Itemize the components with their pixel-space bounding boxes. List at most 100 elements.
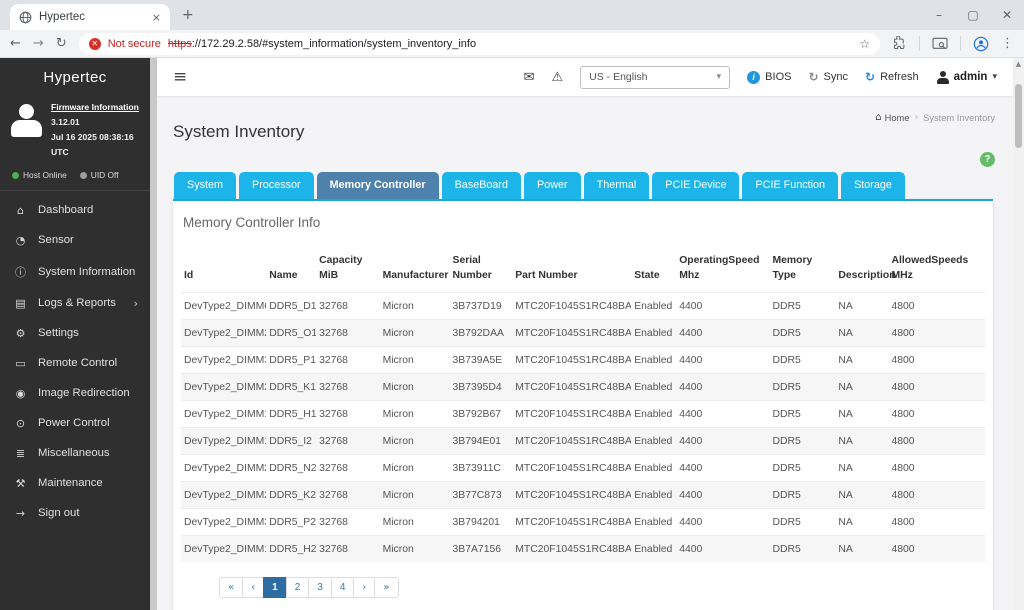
table-row: DevType2_DIMM14 DDR5_H1 32768 Micron 3B7… — [181, 400, 985, 428]
refresh-button[interactable]: ↻ Refresh — [865, 70, 919, 84]
chevron-right-icon: › — [133, 296, 138, 310]
uid-off-status: UID Off — [79, 170, 119, 180]
cell-description: NA — [835, 508, 889, 536]
browser-menu-icon[interactable]: ⋮ — [1001, 36, 1014, 51]
tab-pcie-function[interactable]: PCIE Function — [742, 172, 839, 199]
language-select[interactable]: US - English ▾ — [580, 65, 731, 89]
not-secure-label[interactable]: Not secure — [107, 37, 161, 50]
sidebar-item-settings[interactable]: ⚙ Settings — [0, 318, 150, 348]
sidebar-item-miscellaneous[interactable]: ≣ Miscellaneous — [0, 438, 150, 468]
tab-processor[interactable]: Processor — [239, 172, 314, 199]
url-scheme-strikethrough: https — [167, 37, 192, 50]
breadcrumb-home[interactable]: ⌂ Home — [875, 112, 910, 123]
select-caret-icon: ▾ — [716, 72, 722, 82]
tab-thermal[interactable]: Thermal — [583, 172, 650, 199]
cell-manufacturer: Micron — [379, 346, 450, 374]
cell-memory-type: DDR5 — [769, 346, 836, 374]
pagination-last[interactable]: » — [374, 577, 399, 599]
pagination-page-3[interactable]: 3 — [308, 577, 332, 599]
sidebar-item-sensor[interactable]: ◔ Sensor — [0, 225, 150, 255]
wrench-icon: ⚒ — [15, 476, 26, 490]
extensions-icon[interactable] — [892, 36, 907, 51]
new-tab-button[interactable]: + — [182, 7, 194, 23]
pagination-page-2[interactable]: 2 — [285, 577, 310, 599]
message-icon[interactable]: ✉ — [523, 69, 535, 85]
scrollbar-thumb[interactable] — [1015, 84, 1022, 148]
tab-system[interactable]: System — [174, 172, 236, 199]
toolbar-divider — [919, 36, 920, 51]
tab-close-icon[interactable]: × — [151, 10, 161, 24]
sidebar-item-maintenance[interactable]: ⚒ Maintenance — [0, 468, 150, 498]
sidebar-item-system-information[interactable]: ⓘ System Information — [15, 265, 136, 279]
bios-button[interactable]: i BIOS — [747, 70, 791, 84]
pagination-prev[interactable]: ‹ — [242, 577, 265, 599]
forward-button[interactable]: → — [32, 36, 44, 51]
host-online-status: Host Online — [12, 170, 67, 180]
reload-button[interactable]: ↻ — [55, 36, 67, 51]
tab-baseboard[interactable]: BaseBoard — [441, 172, 522, 199]
profile-icon[interactable] — [973, 36, 989, 52]
home-icon: ⌂ — [17, 203, 24, 217]
maximize-button[interactable]: ▢ — [967, 8, 979, 22]
sidebar-item-power-control[interactable]: ⊙ Power Control — [0, 408, 150, 438]
cell-name: DDR5_O1 — [266, 319, 317, 347]
col-allowed-speeds: AllowedSpeeds MHz — [891, 255, 969, 281]
browser-tab[interactable]: Hypertec × — [10, 4, 170, 30]
cell-operating-speed: 4400 — [676, 346, 770, 374]
cell-operating-speed: 4400 — [676, 373, 770, 401]
table-row: DevType2_DIMM28 DDR5_O1 32768 Micron 3B7… — [181, 319, 985, 347]
url-text[interactable]: https://172.29.2.58/#system_information/… — [168, 38, 852, 50]
back-button[interactable]: ← — [10, 36, 21, 51]
tab-pcie-device[interactable]: PCIE Device — [652, 172, 740, 199]
tab-storage[interactable]: Storage — [841, 172, 905, 199]
user-menu[interactable]: admin ▾ — [936, 70, 997, 84]
cell-part-number: MTC20F1045S1RC48BA22 — [512, 454, 632, 482]
firmware-information-link[interactable]: Firmware Information — [51, 102, 139, 112]
sidebar-item-dashboard[interactable]: ⌂ Dashboard — [0, 195, 150, 225]
cell-name: DDR5_P1 — [266, 346, 317, 374]
pagination: « ‹ 1 2 3 4 › » — [219, 577, 399, 599]
sidebar-item-image-redirection[interactable]: ◉ Image Redirection — [0, 378, 150, 408]
cell-description: NA — [835, 292, 889, 320]
cell-allowed-speeds: 4800 — [888, 535, 985, 563]
breadcrumb-separator: › — [914, 112, 919, 123]
cell-part-number: MTC20F1045S1RC48BA22 — [512, 319, 632, 347]
sidebar-item-remote-control[interactable]: ▭ Remote Control — [0, 348, 150, 378]
close-window-button[interactable]: ✕ — [1001, 8, 1013, 22]
cell-manufacturer: Micron — [379, 481, 450, 509]
sidebar-item-logs-reports[interactable]: ▤ Logs & Reports › — [0, 288, 150, 318]
page-scrollbar[interactable]: ▲ — [1013, 58, 1024, 610]
cell-id: DevType2_DIMM20 — [181, 373, 267, 401]
pagination-next[interactable]: › — [353, 577, 376, 599]
scroll-up-icon[interactable]: ▲ — [1015, 60, 1022, 68]
cell-id: DevType2_DIMM14 — [181, 400, 267, 428]
tab-power[interactable]: Power — [524, 172, 581, 199]
tab-memory-controller[interactable]: Memory Controller — [316, 172, 439, 199]
table-row: DevType2_DIMM17 DDR5_I2 32768 Micron 3B7… — [181, 427, 985, 455]
cell-memory-type: DDR5 — [769, 373, 836, 401]
pagination-first[interactable]: « — [219, 577, 244, 599]
cell-serial-number: 3B792DAA — [449, 319, 513, 347]
cell-allowed-speeds: 4800 — [888, 373, 985, 401]
cell-capacity: 32768 — [316, 535, 380, 563]
address-bar[interactable]: ✕ Not secure https://172.29.2.58/#system… — [78, 32, 880, 55]
help-icon[interactable]: ? — [980, 152, 995, 167]
table-row: DevType2_DIMM27 DDR5_N2 32768 Micron 3B7… — [181, 454, 985, 482]
not-secure-icon[interactable]: ✕ — [88, 37, 101, 50]
cell-part-number: MTC20F1045S1RC48BA22 — [512, 292, 632, 320]
cell-state: Enabled — [631, 508, 677, 536]
bookmark-star-icon[interactable]: ☆ — [859, 36, 870, 51]
reading-mode-icon[interactable] — [932, 37, 948, 51]
cell-id: DevType2_DIMM30 — [181, 346, 267, 374]
sidebar-scrollbar[interactable] — [150, 58, 157, 610]
cell-manufacturer: Micron — [379, 454, 450, 482]
pagination-page-1[interactable]: 1 — [263, 577, 287, 599]
alert-icon[interactable]: ⚠ — [551, 69, 564, 85]
cell-manufacturer: Micron — [379, 319, 450, 347]
minimize-button[interactable]: – — [936, 8, 942, 22]
firmware-version: 3.12.01 — [51, 117, 80, 128]
sidebar-item-sign-out[interactable]: → Sign out — [0, 498, 150, 528]
pagination-page-4[interactable]: 4 — [330, 577, 355, 599]
sync-button[interactable]: ↻ Sync — [808, 70, 848, 84]
hamburger-menu-icon[interactable]: ≡ — [173, 67, 187, 87]
